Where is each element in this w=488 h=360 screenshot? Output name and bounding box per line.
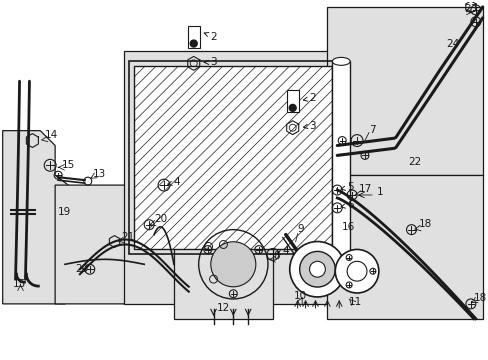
Text: 4: 4 — [276, 247, 289, 256]
Text: 8: 8 — [272, 251, 279, 261]
Polygon shape — [55, 185, 208, 304]
Text: 7: 7 — [368, 125, 375, 135]
Text: 10: 10 — [293, 291, 306, 301]
Ellipse shape — [332, 255, 349, 263]
Text: 13: 13 — [93, 169, 106, 179]
Bar — [129, 61, 337, 255]
Circle shape — [335, 249, 378, 293]
Text: 20: 20 — [75, 264, 88, 274]
Text: 11: 11 — [348, 297, 362, 307]
Text: 23: 23 — [463, 4, 476, 14]
Bar — [286, 90, 298, 112]
Text: 5: 5 — [340, 182, 353, 192]
Bar — [134, 66, 332, 249]
Circle shape — [190, 40, 197, 47]
Text: 14: 14 — [45, 130, 59, 140]
Circle shape — [289, 104, 296, 111]
Text: 18: 18 — [418, 219, 431, 229]
Text: 22: 22 — [407, 157, 421, 167]
Circle shape — [346, 261, 366, 281]
Text: 1: 1 — [376, 187, 383, 197]
Circle shape — [299, 251, 335, 287]
Text: 15: 15 — [13, 279, 26, 289]
Text: 4: 4 — [167, 177, 180, 187]
Polygon shape — [2, 131, 84, 304]
Ellipse shape — [332, 57, 349, 65]
Text: 3: 3 — [204, 57, 217, 67]
Text: 2: 2 — [303, 93, 316, 103]
Polygon shape — [326, 7, 482, 175]
Text: 3: 3 — [303, 121, 316, 131]
Text: 24: 24 — [445, 39, 458, 49]
Text: 19: 19 — [58, 207, 71, 217]
Text: 12: 12 — [216, 303, 229, 313]
Text: 2: 2 — [204, 32, 217, 42]
Text: 20: 20 — [154, 214, 167, 224]
Circle shape — [289, 242, 345, 297]
Bar — [332, 61, 349, 259]
Text: 9: 9 — [297, 224, 304, 234]
Circle shape — [210, 242, 255, 287]
Circle shape — [309, 261, 325, 277]
Text: 16: 16 — [342, 222, 355, 231]
Text: 18: 18 — [473, 293, 486, 303]
Polygon shape — [174, 215, 272, 319]
Text: 21: 21 — [121, 231, 134, 242]
Polygon shape — [124, 51, 381, 304]
Polygon shape — [326, 175, 482, 319]
Text: 17: 17 — [358, 184, 371, 194]
Bar — [187, 26, 199, 48]
Text: 6: 6 — [340, 200, 353, 210]
Text: 15: 15 — [62, 160, 75, 170]
